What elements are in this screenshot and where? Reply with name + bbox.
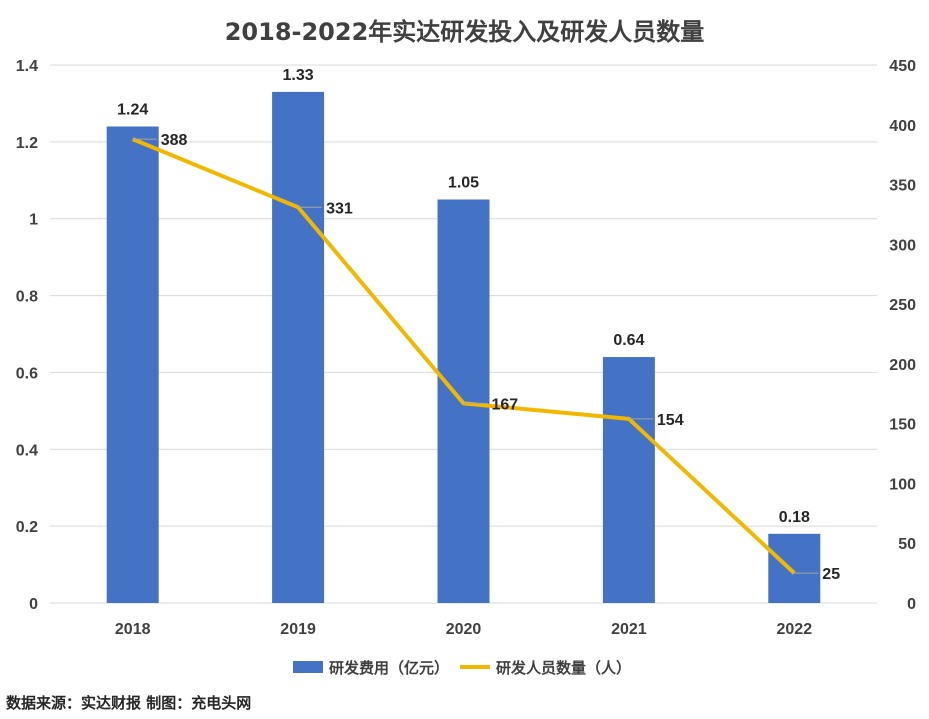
right-axis-tick-label: 400: [889, 118, 916, 135]
x-axis: 2018 2019 2020 2021 2022: [115, 621, 812, 638]
right-axis-tick-label: 450: [889, 58, 916, 75]
right-axis-tick-label: 0: [907, 596, 916, 613]
line-data-label: 331: [326, 200, 353, 217]
bar-data-label: 1.24: [117, 101, 148, 118]
line-data-label: 167: [492, 396, 519, 413]
left-axis-tick-label: 0.4: [16, 442, 38, 459]
right-axis-tick-label: 150: [889, 417, 916, 434]
bar-data-label: 1.33: [283, 67, 314, 84]
right-axis-tick-label: 350: [889, 178, 916, 195]
left-axis-tick-label: 1.4: [16, 58, 38, 75]
line-data-label: 388: [161, 132, 188, 149]
legend: 研发费用（亿元） 研发人员数量（人）: [293, 659, 631, 677]
left-axis-tick-label: 0: [29, 596, 38, 613]
right-axis-tick-label: 100: [889, 476, 916, 493]
bar: [272, 91, 325, 604]
bar-data-label: 1.05: [448, 175, 479, 192]
left-axis-tick-label: 0.6: [16, 365, 38, 382]
bar: [602, 357, 655, 603]
line-data-label: 154: [657, 412, 684, 429]
source-note: 数据来源：实达财报 制图：充电头网: [6, 694, 252, 712]
legend-label: 研发人员数量（人）: [496, 659, 631, 677]
left-axis-tick-label: 1: [29, 212, 38, 229]
data-labels: 1.24 1.33 1.05 0.64 0.18 388 331 167 154 25: [117, 67, 840, 583]
x-axis-tick-label: 2022: [777, 621, 813, 638]
legend-label: 研发费用（亿元）: [329, 659, 449, 677]
x-axis-tick-label: 2019: [280, 621, 316, 638]
bar-series: [106, 91, 821, 604]
line-data-label: 25: [822, 566, 840, 583]
right-axis: 0 50 100 150 200 250 300 350 400 450: [889, 58, 916, 613]
legend-swatch-bar: [293, 661, 323, 673]
x-axis-tick-label: 2021: [611, 621, 647, 638]
right-axis-tick-label: 200: [889, 357, 916, 374]
bar-data-label: 0.64: [613, 332, 644, 349]
chart-title: 2018-2022年实达研发投入及研发人员数量: [224, 18, 705, 46]
bar: [106, 126, 159, 603]
left-axis-tick-label: 0.8: [16, 289, 38, 306]
x-axis-tick-label: 2018: [115, 621, 151, 638]
left-axis-tick-label: 0.2: [16, 519, 38, 536]
bar-data-label: 0.18: [779, 509, 810, 526]
left-axis-tick-label: 1.2: [16, 135, 38, 152]
right-axis-tick-label: 250: [889, 297, 916, 314]
right-axis-tick-label: 50: [898, 536, 916, 553]
left-axis: 0 0.2 0.4 0.6 0.8 1 1.2 1.4: [16, 58, 38, 613]
right-axis-tick-label: 300: [889, 237, 916, 254]
bar: [768, 533, 821, 603]
x-axis-tick-label: 2020: [446, 621, 482, 638]
